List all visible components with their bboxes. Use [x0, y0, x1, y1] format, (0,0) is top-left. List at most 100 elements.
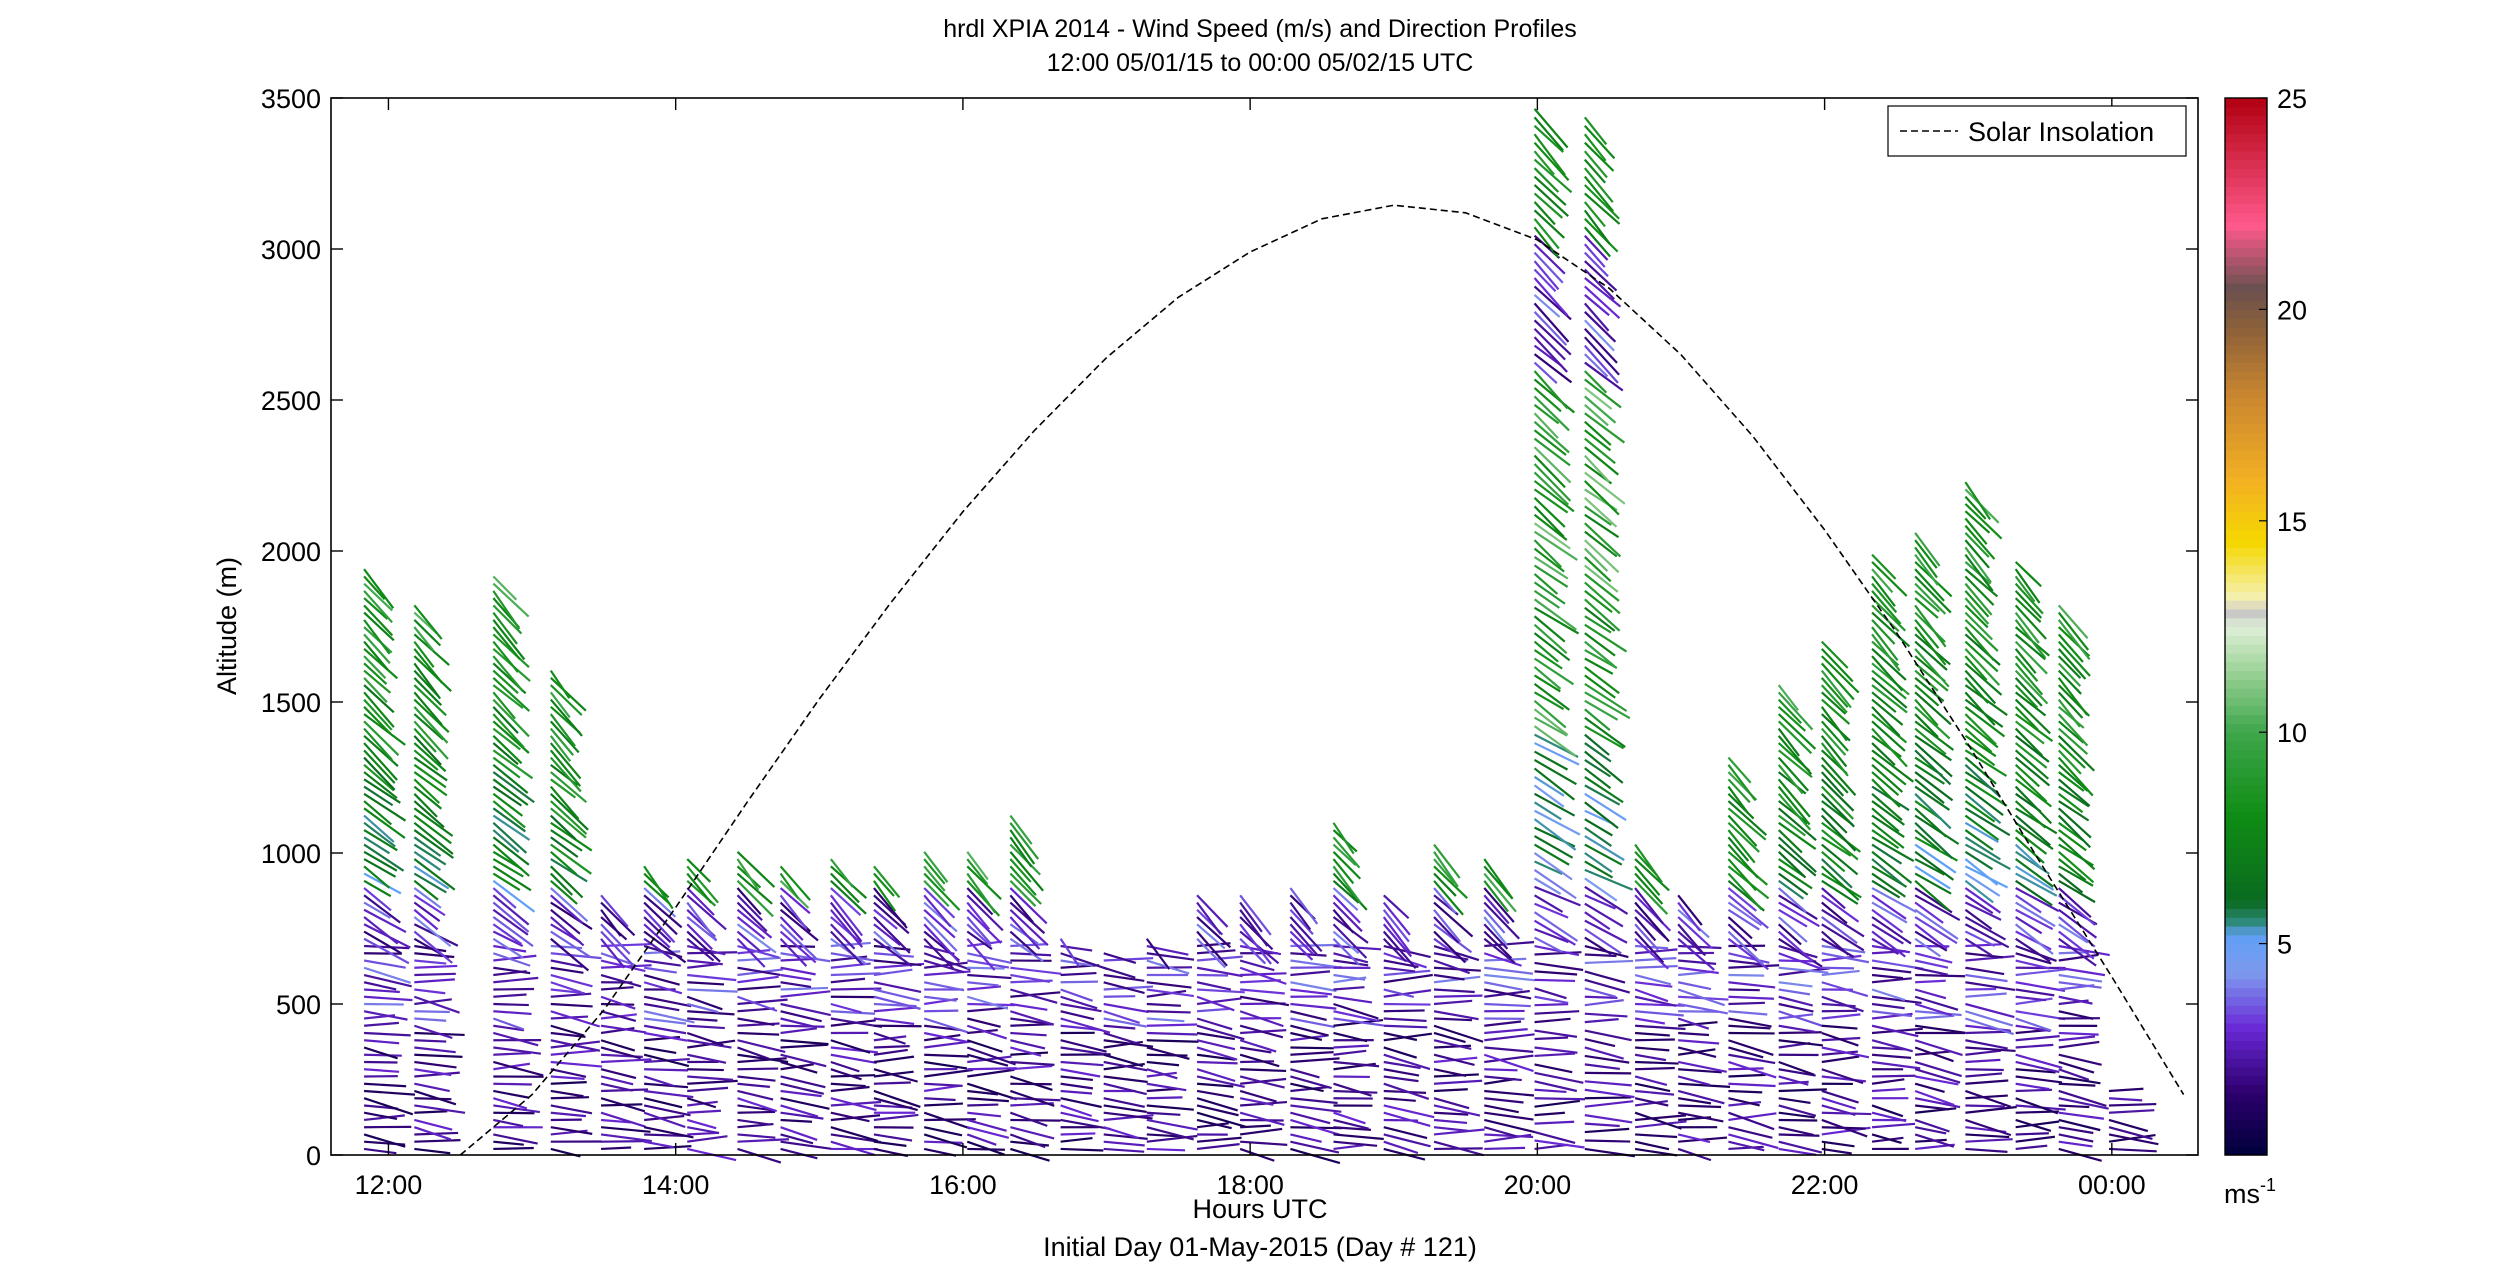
wind-barb	[2014, 800, 2047, 829]
wind-barb	[1533, 141, 1570, 181]
wind-barb	[1728, 1089, 1763, 1094]
wind-barb	[414, 952, 455, 959]
wind-barb	[2058, 778, 2091, 807]
wind-barb	[1871, 843, 1903, 865]
wind-barb	[2015, 1120, 2060, 1129]
wind-barb	[1533, 218, 1560, 250]
wind-barb	[1964, 503, 2003, 540]
wind-barb	[924, 1009, 959, 1013]
wind-barb	[1871, 626, 1899, 661]
wind-barb	[737, 995, 778, 1012]
wind-barb	[493, 1051, 531, 1056]
wind-barb	[2014, 619, 2047, 659]
wind-barb	[1677, 1002, 1728, 1015]
wind-barb	[363, 611, 395, 642]
wind-barb	[1383, 966, 1416, 973]
wind-barb	[1146, 1046, 1190, 1060]
wind-barb	[1914, 937, 1941, 958]
wind-barb	[1534, 944, 1580, 957]
wind-barb	[1677, 988, 1725, 1007]
wind-barb	[1871, 561, 1908, 597]
wind-barb	[1332, 865, 1362, 904]
wind-barb	[1964, 532, 1990, 558]
colorbar-swatch	[2225, 582, 2267, 592]
wind-barb	[1196, 1068, 1236, 1083]
wind-barb	[492, 677, 531, 712]
wind-barb	[1778, 937, 1823, 968]
wind-barb	[1146, 1134, 1198, 1143]
wind-barb	[1290, 1031, 1323, 1042]
wind-barb	[1821, 952, 1870, 964]
wind-barb	[1821, 995, 1864, 1013]
wind-barb	[1778, 1118, 1818, 1122]
wind-barb	[549, 691, 571, 719]
wind-barb	[1965, 1039, 2008, 1050]
wind-barb	[1677, 981, 1712, 991]
wind-barb	[363, 930, 402, 955]
wind-barb	[1820, 771, 1845, 797]
wind-barb	[1964, 814, 2000, 841]
wind-barb	[1584, 564, 1619, 593]
wind-barb	[1103, 1010, 1141, 1025]
wind-barb	[1914, 1089, 1955, 1107]
wind-barb	[1584, 505, 1612, 526]
wind-barb	[737, 1118, 771, 1126]
wind-barb	[1915, 1104, 1950, 1111]
wind-barb	[1635, 957, 1677, 962]
colorbar-swatch	[2225, 829, 2267, 839]
wind-barb	[1728, 1046, 1764, 1059]
wind-barb	[1634, 843, 1663, 884]
wind-barb	[737, 1017, 775, 1027]
wind-barb	[1727, 872, 1763, 911]
wind-barb	[1964, 778, 2008, 807]
wind-barb	[1965, 1068, 2004, 1072]
wind-barb	[1634, 1010, 1684, 1017]
wind-barb	[550, 1126, 593, 1135]
wind-barb	[1533, 327, 1566, 361]
wind-barb	[2014, 785, 2053, 825]
wind-barb	[1914, 619, 1940, 649]
wind-barb	[1484, 981, 1523, 991]
colorbar-swatch	[2225, 494, 2267, 504]
wind-barb	[492, 756, 521, 779]
wind-barb	[1964, 648, 2001, 686]
wind-barb	[1534, 1088, 1567, 1094]
colorbar-swatch	[2225, 415, 2267, 425]
wind-barb	[1584, 556, 1612, 583]
colorbar-swatch	[2225, 1022, 2267, 1033]
wind-barb	[2014, 633, 2046, 661]
wind-barb	[1964, 582, 1993, 616]
wind-barb	[1533, 632, 1571, 662]
wind-barb	[1778, 1031, 1822, 1035]
wind-barb	[686, 872, 713, 904]
wind-barb	[1009, 829, 1036, 865]
colorbar-swatch	[2225, 529, 2267, 540]
wind-barb	[1196, 1007, 1230, 1013]
wind-barb	[2058, 916, 2096, 948]
wind-barb	[363, 966, 411, 984]
colorbar-swatch	[2225, 1014, 2267, 1024]
wind-barb	[1914, 648, 1950, 688]
wind-barb	[363, 872, 402, 895]
wind-barb	[414, 1024, 453, 1040]
colorbar-swatch	[2225, 943, 2267, 954]
wind-barb	[1778, 749, 1813, 779]
wind-barb	[967, 952, 1013, 965]
wind-barb	[1914, 1118, 1950, 1133]
wind-barb	[1239, 1097, 1274, 1106]
wind-barb	[1534, 835, 1574, 859]
wind-barb	[1290, 1050, 1334, 1056]
wind-barb	[1964, 916, 2007, 941]
colorbar-swatch	[2225, 864, 2267, 874]
wind-barb	[737, 1031, 780, 1036]
wind-barb	[966, 995, 1009, 1010]
wind-barb	[1533, 894, 1564, 913]
wind-barb	[780, 957, 813, 962]
wind-barb	[550, 778, 577, 799]
wind-barb	[1634, 880, 1669, 915]
wind-barb	[1060, 971, 1097, 977]
wind-barb	[550, 814, 577, 841]
wind-barb	[1965, 1133, 2010, 1139]
